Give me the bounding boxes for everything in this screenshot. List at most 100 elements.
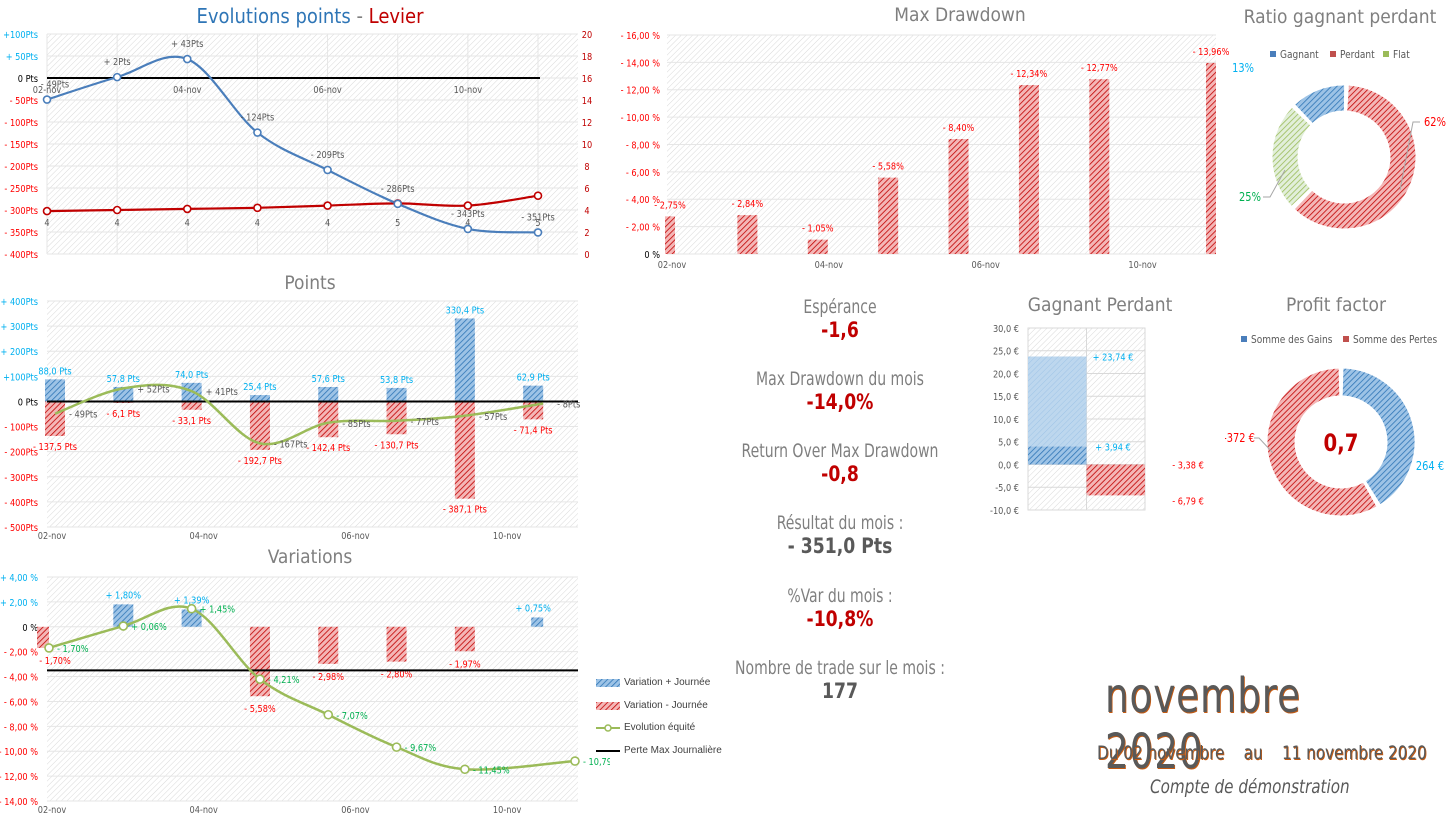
equity-label: + 1,45% [200, 605, 236, 616]
legend-swatch-blue [596, 678, 620, 687]
legend-label: Flat [1393, 49, 1410, 61]
y-tick-label: +100Pts [3, 30, 38, 41]
y-tick-label: - 150Pts [4, 140, 38, 151]
y-tick-label: 30,0 € [993, 324, 1019, 335]
y2-tick-label: 4 [584, 206, 589, 217]
gain-bar [318, 386, 339, 402]
plus-label: + 0,75% [515, 604, 551, 615]
variations-chart: + 4,00 % + 2,00 % 0 % - 2,00 % - 4,00 % - 6,0… [0, 573, 610, 816]
y-tick-label: 20,0 € [993, 370, 1019, 381]
kpi-value: - 351,0 Pts [787, 534, 893, 558]
points-label: - 351Pts [521, 213, 555, 224]
y2-tick-label: 20 [582, 30, 593, 41]
minus-bar [249, 626, 270, 697]
legend-evolution-equity: Evolution équité [596, 722, 695, 733]
bar-gagnant-max [1028, 356, 1087, 465]
drawdown-bar [807, 239, 828, 254]
x-tick-label: 06-nov [972, 260, 1001, 271]
slice-pertes [1266, 367, 1378, 517]
net-label: - 85Pts [342, 419, 371, 430]
points-point [112, 72, 122, 82]
x-tick-label: 06-nov [341, 531, 370, 542]
points-point [42, 95, 52, 104]
kpi-label: Max Drawdown du mois [756, 368, 924, 390]
levier-label: 5 [535, 218, 540, 229]
y-tick-label: 10,0 € [993, 415, 1019, 426]
legend-variation-plus: Variation + Journée [596, 677, 710, 688]
equity-label: - 4,21% [268, 676, 300, 687]
minus-label: - 5,58% [244, 705, 276, 716]
loss-label: - 71,4 Pts [514, 426, 553, 437]
kpi-label: Nombre de trade sur le mois : [735, 657, 945, 679]
gain-bar [45, 379, 65, 402]
y-tick-label: - 2,00 % [4, 648, 38, 659]
kpi-1: Max Drawdown du mois -14,0% [680, 368, 1000, 414]
y-tick-label: - 14,00 % [621, 59, 661, 70]
y-tick-label: - 8,00 % [4, 723, 38, 734]
points-point [323, 165, 332, 175]
legend-swatch-green-line [596, 723, 620, 732]
label-gains: 264 € [1416, 459, 1444, 473]
net-label: - 167Pts [274, 440, 308, 451]
legend-swatch [1270, 51, 1276, 57]
net-line [54, 383, 544, 446]
evolution-title-part1: Evolutions points [196, 4, 351, 28]
ratio-chart-title: Ratio gagnant perdant [1243, 6, 1437, 28]
loss-bar [386, 401, 407, 435]
label-perdant-moyen: - 3,38 € [1172, 461, 1204, 472]
y-tick-label: 0 Pts [18, 74, 38, 85]
levier-label: 4 [255, 218, 260, 229]
y-tick-label: - 50Pts [10, 96, 39, 107]
gain-label: 74,0 Pts [175, 370, 208, 381]
points-chart: + 400Pts + 300Pts + 200Pts +100Pts 0 Pts - 10… [1, 297, 581, 542]
equity-label: - 10,79% [583, 757, 610, 768]
legend-label: Somme des Gains [1251, 334, 1332, 346]
net-label: + 41Pts [206, 387, 238, 398]
minus-bar [386, 626, 407, 662]
drawdown-chart: - 16,00 % - 14,00 % - 12,00 % - 10,00 % - 8,… [621, 31, 1230, 271]
minus-bar [318, 626, 339, 664]
minus-label: - 1,97% [449, 660, 481, 671]
loss-label: - 387,1 Pts [443, 505, 487, 516]
y-tick-label: + 300Pts [1, 322, 39, 333]
y-tick-label: - 400Pts [4, 498, 38, 509]
plus-bar [181, 609, 202, 627]
label-gagnant-moyen: + 3,94 € [1095, 443, 1131, 454]
y-tick-label: + 400Pts [1, 297, 39, 308]
loss-bar [181, 401, 202, 410]
equity-point [255, 674, 265, 684]
y-tick-label: 0 Pts [18, 398, 38, 409]
legend-swatch [1383, 51, 1389, 57]
y2-tick-label: 2 [584, 228, 589, 239]
points-chart-title: Points [284, 272, 336, 294]
kpi-value: -1,6 [821, 318, 859, 342]
x-tick-label: 02-nov [38, 531, 67, 542]
bar-gagnant-moyen [1028, 446, 1087, 465]
gain-label: 88,0 Pts [38, 367, 71, 378]
kpi-value: -10,8% [806, 607, 874, 631]
x-tick-label: 10-nov [1128, 260, 1157, 271]
y-tick-label: - 8,00 % [626, 141, 660, 152]
points-label: - 124Pts [241, 113, 275, 124]
leader-line [1399, 121, 1420, 191]
y-tick-label: 25,0 € [993, 347, 1019, 358]
y-tick-label: - 2,00 % [626, 223, 660, 234]
y-tick-label: - 500Pts [4, 523, 38, 534]
drawdown-label: - 13,96% [1193, 47, 1230, 58]
y2-tick-label: 0 [584, 250, 589, 261]
equity-point [391, 742, 402, 752]
slice-gains [1341, 367, 1416, 506]
equity-point [44, 643, 54, 653]
profit-factor-title: Profit factor [1286, 294, 1386, 316]
minus-bar [454, 626, 475, 652]
x-tick-label: 02-nov [33, 85, 62, 96]
x-tick-label: 10-nov [454, 85, 483, 96]
gain-label: 25,4 Pts [243, 382, 276, 393]
points-label: - 49Pts [41, 80, 70, 91]
plus-bar [113, 604, 134, 627]
drawdown-label: - 2,84% [732, 199, 764, 210]
evolution-title-sep: - [350, 4, 369, 28]
loss-label: - 192,7 Pts [238, 456, 282, 467]
kpi-value: -0,8 [821, 462, 859, 486]
plus-label: + 1,80% [106, 591, 142, 602]
